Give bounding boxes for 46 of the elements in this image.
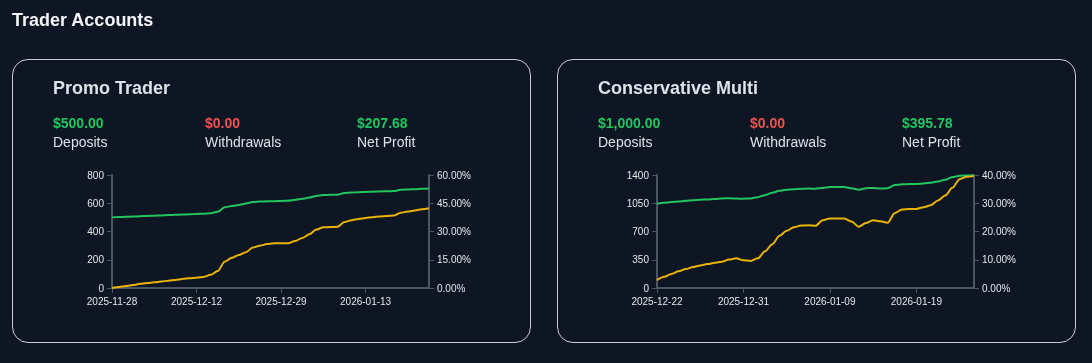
line-series xyxy=(111,187,430,219)
x-tick-label: 2026-01-19 xyxy=(890,295,943,307)
text: $395.78 xyxy=(902,115,954,131)
y2-tick-label: 40.00% xyxy=(982,169,1017,181)
text: Net Profit xyxy=(357,134,416,150)
y2-tick-label: 0.00% xyxy=(982,282,1011,294)
chart-title: Promo Trader xyxy=(53,78,171,99)
y2-tick-label: 0.00% xyxy=(437,282,466,294)
line-series xyxy=(656,175,975,282)
y-tick-label: 1400 xyxy=(626,169,650,181)
text: $500.00 xyxy=(53,115,105,131)
x-tick-label: 2025-12-31 xyxy=(717,295,770,307)
chart-title: Conservative Multi xyxy=(598,78,759,99)
x-tick-label: 2025-12-22 xyxy=(631,295,684,307)
line-series xyxy=(656,174,975,205)
y2-tick-label: 15.00% xyxy=(437,254,472,266)
x-tick-label: 2025-12-12 xyxy=(170,295,223,307)
text: Deposits xyxy=(53,134,108,150)
y2-tick-label: 30.00% xyxy=(437,226,472,237)
x-tick-label: 2025-12-29 xyxy=(255,295,308,307)
y2-tick-label: 60.00% xyxy=(437,169,472,181)
y2-tick-label: 10.00% xyxy=(982,254,1017,266)
y2-tick-label: 45.00% xyxy=(437,197,472,209)
x-tick-label: 2026-01-13 xyxy=(340,295,392,307)
y-tick-label: 400 xyxy=(87,226,105,237)
x-tick-label: 2025-11-28 xyxy=(86,295,138,307)
y-tick-label: 700 xyxy=(632,226,650,237)
text: $0.00 xyxy=(205,115,242,131)
y-tick-label: 800 xyxy=(87,169,105,181)
x-tick-label: 2026-01-09 xyxy=(804,295,856,307)
text: $1,000.00 xyxy=(598,115,661,131)
y2-tick-label: 20.00% xyxy=(982,226,1017,237)
y-tick-label: 350 xyxy=(632,254,650,266)
text: Withdrawals xyxy=(750,134,827,150)
text: Deposits xyxy=(598,134,654,150)
text: $0.00 xyxy=(750,115,787,131)
y-tick-label: 0 xyxy=(643,282,650,294)
text: $207.68 xyxy=(357,115,409,131)
y-tick-label: 600 xyxy=(87,197,105,209)
text: Withdrawals xyxy=(205,134,282,150)
chart-subtitle: Trader Accounts xyxy=(12,10,154,31)
y2-tick-label: 30.00% xyxy=(982,197,1017,209)
text: Net Profit xyxy=(902,134,961,150)
y-tick-label: 0 xyxy=(98,282,105,294)
y-tick-label: 1050 xyxy=(626,197,650,209)
y-tick-label: 200 xyxy=(87,254,105,266)
